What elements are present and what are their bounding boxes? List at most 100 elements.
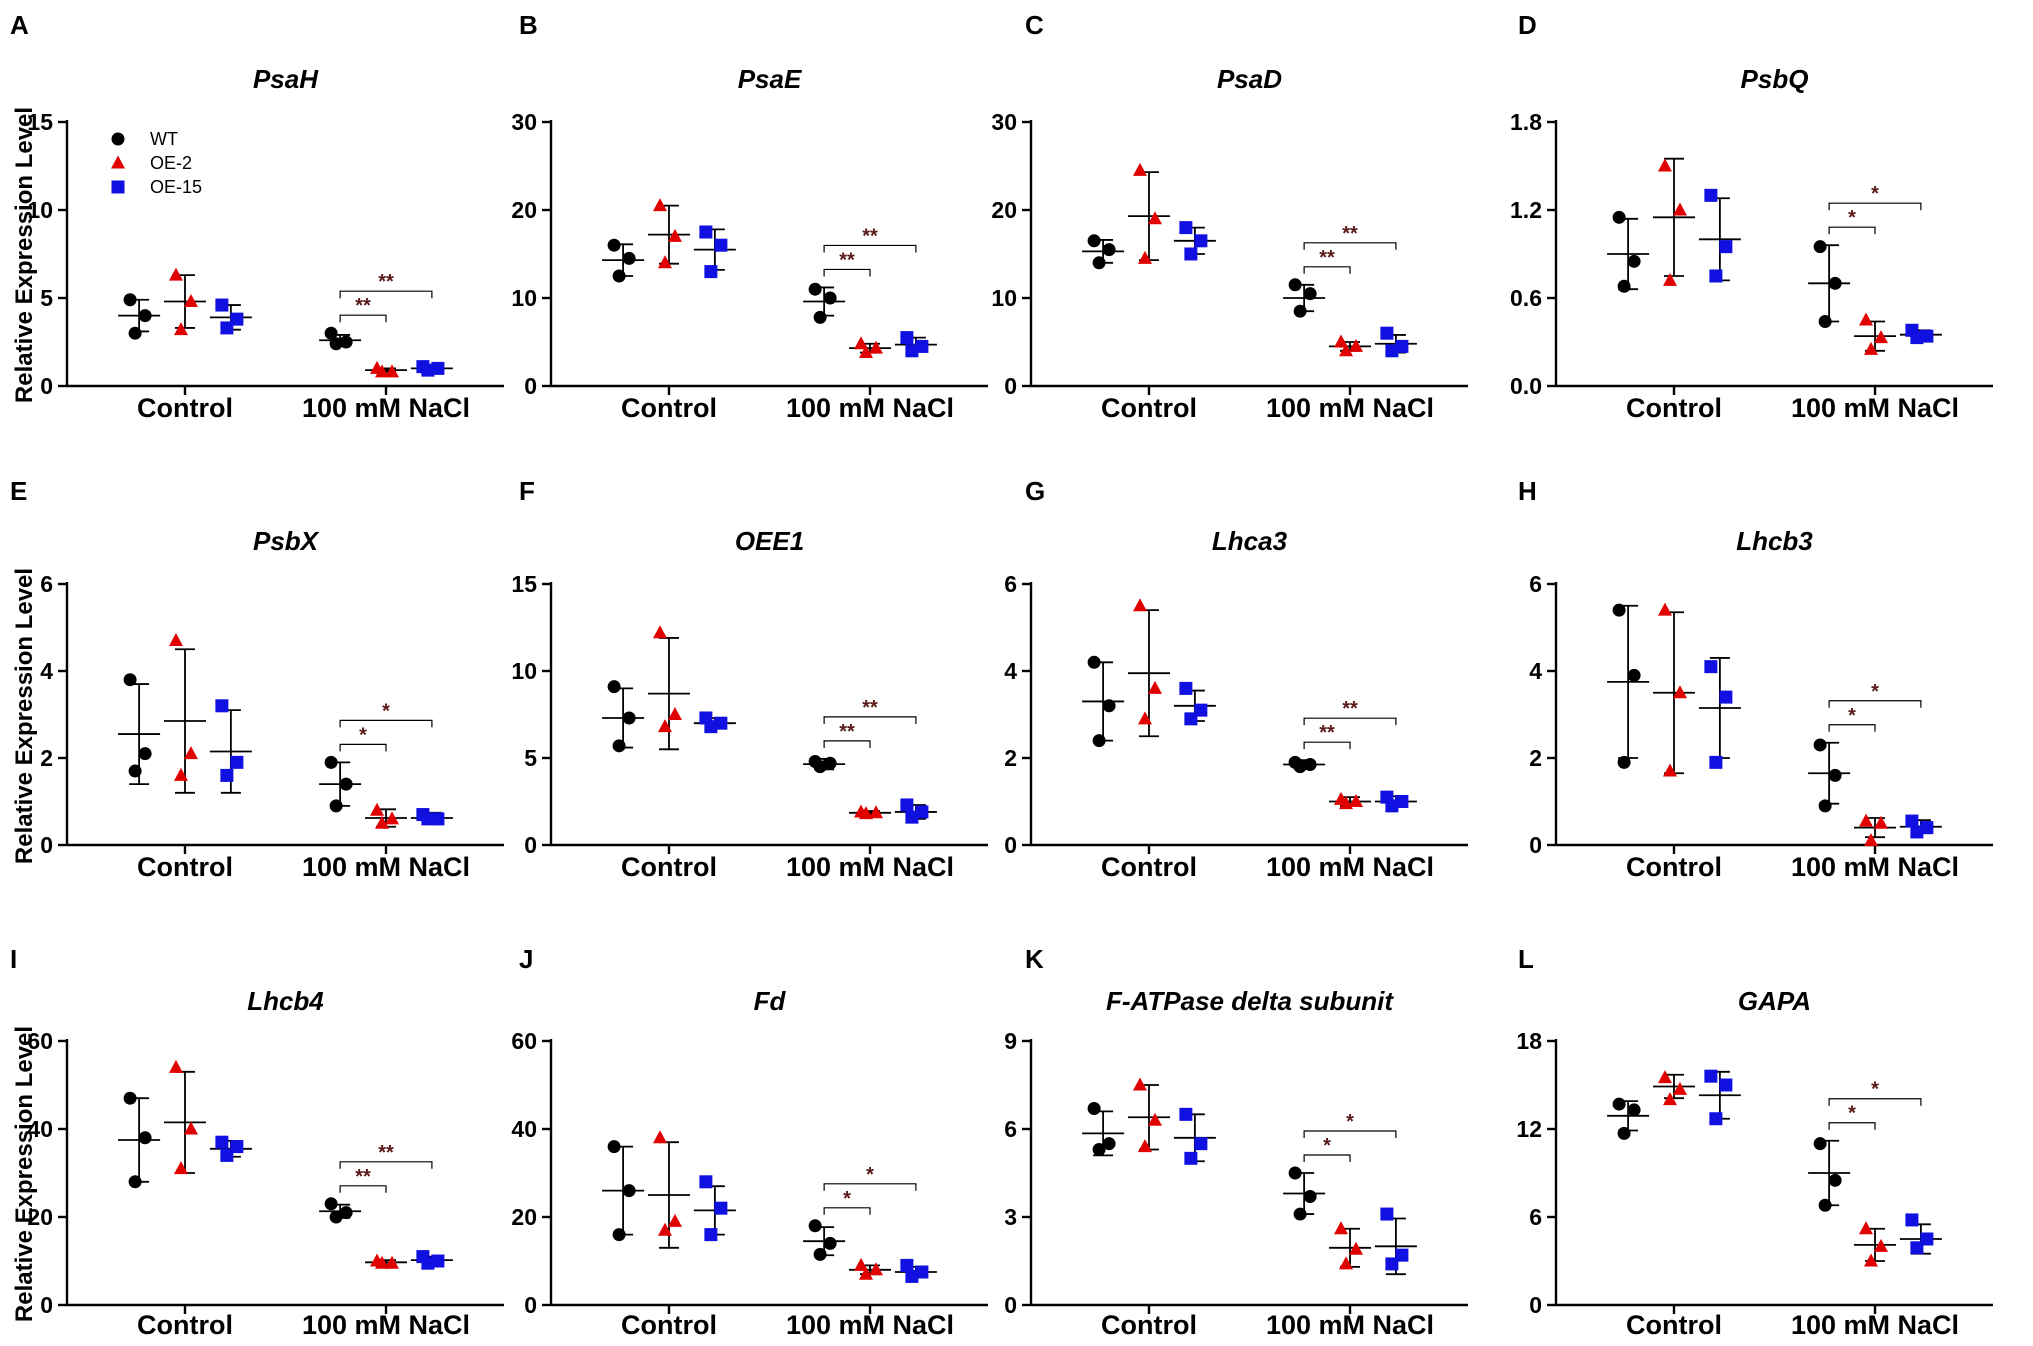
y-tick-label: 0 [40,832,53,858]
data-point-oe-2 [1137,711,1152,725]
x-tick-label: Control [621,1310,717,1340]
significance-bracket [1303,1130,1397,1138]
panel-b: B PsaE 0 10 20 30 Control 100 mM NaCl ** ** [511,10,988,423]
significance-label: * [1871,681,1879,703]
data-point-oe-15 [704,265,718,279]
data-point-wt [823,291,837,305]
data-point-oe-15 [1704,188,1718,202]
data-point-oe-15 [1920,821,1934,835]
y-tick-label: 0 [1004,373,1017,399]
data-point-wt [1092,256,1106,270]
significance-label: ** [862,697,878,719]
panel-e: E PsbX 0 2 4 6 Control 100 mM NaCl * * [10,476,504,882]
x-tick-label: Control [137,393,233,423]
significance-bracket [1828,724,1876,732]
significance-bracket [823,268,871,277]
data-point-wt [1092,1143,1106,1157]
data-point-oe-2 [173,322,188,336]
data-point-wt [1813,240,1827,254]
data-point-oe-2 [1864,341,1879,355]
data-point-wt [138,747,152,761]
y-tick-label: 2 [1529,745,1542,771]
data-point-wt [808,1219,822,1233]
data-point-oe-2 [667,1213,682,1227]
data-point-wt [1102,243,1116,257]
y-tick-label: 0.0 [1510,373,1542,399]
x-tick-label: 100 mM NaCl [1266,1310,1434,1340]
data-point-oe-15 [1920,1232,1934,1246]
x-tick-label: Control [1626,393,1722,423]
data-point-oe-2 [168,633,183,647]
data-point-oe-15 [421,363,435,377]
y-tick-label: 40 [511,1116,537,1142]
data-point-oe-15 [1194,703,1208,717]
data-point-oe-15 [714,1201,728,1215]
legend: WT OE-2 OE-15 [111,129,202,197]
data-point-wt [607,680,621,694]
y-tick-label: 6 [1529,1204,1542,1230]
y-tick-label: 4 [40,658,53,684]
data-point-oe-15 [230,755,244,769]
data-point-oe-15 [699,1175,713,1189]
data-point-oe-15 [220,768,234,782]
data-point-oe-15 [905,1269,919,1283]
significance-bracket [823,740,871,748]
y-tick-label: 10 [511,285,537,311]
significance-label: ** [1319,722,1335,744]
data-point-oe-2 [652,625,667,639]
y-tick-label: 0 [524,373,537,399]
significance-bracket [1828,1122,1876,1130]
y-tick-label: 4 [1529,658,1542,684]
data-point-oe-15 [915,1265,929,1279]
data-point-oe-2 [1657,602,1672,616]
panel-j: J Fd 0 20 40 60 Control 100 mM NaCl * * [511,944,988,1340]
y-tick-label: 0 [1004,832,1017,858]
panel-title: PsbX [253,526,320,556]
legend-label: OE-2 [150,153,192,173]
data-point-oe-2 [1334,334,1349,348]
legend-marker-oe-2 [111,155,125,169]
data-point-oe-15 [1380,1207,1394,1221]
significance-bracket [823,1207,871,1215]
data-point-wt [128,764,142,778]
data-point-oe-15 [714,716,728,730]
data-point-wt [1818,799,1832,813]
data-point-oe-15 [1184,712,1198,726]
significance-bracket [1303,717,1397,726]
data-point-oe-15 [1719,690,1733,704]
y-tick-label: 12 [1516,1116,1542,1142]
panel-title: OEE1 [735,526,804,556]
data-point-oe-15 [1395,795,1409,808]
data-point-oe-2 [173,767,188,781]
data-point-oe-15 [421,1256,435,1270]
data-point-oe-2 [854,336,869,350]
data-point-oe-15 [1179,1107,1193,1121]
significance-bracket [339,1185,387,1193]
data-point-wt [1303,287,1317,301]
data-point-oe-15 [1905,814,1919,828]
data-point-oe-2 [667,228,682,242]
x-tick-label: Control [137,852,233,882]
x-tick-label: 100 mM NaCl [786,1310,954,1340]
data-point-oe-2 [869,340,884,354]
data-point-oe-15 [431,812,445,826]
data-point-wt [622,711,636,725]
panel-letter: A [10,10,29,40]
y-tick-label: 10 [511,658,537,684]
data-point-oe-2 [1859,813,1874,827]
data-point-wt [823,756,837,770]
x-tick-label: 100 mM NaCl [302,1310,470,1340]
significance-bracket [339,743,387,752]
data-point-oe-15 [1719,240,1733,254]
significance-label: * [1323,1135,1331,1157]
data-point-oe-2 [1859,1221,1874,1235]
significance-label: ** [1342,223,1358,245]
data-point-wt [612,1228,626,1242]
significance-label: ** [1319,247,1335,269]
data-point-oe-15 [215,699,229,713]
data-point-oe-2 [859,806,874,820]
data-point-wt [1087,234,1101,248]
y-axis-label: Relative Expression Level [11,107,38,403]
data-point-wt [1818,1198,1832,1212]
data-point-wt [1612,603,1626,617]
